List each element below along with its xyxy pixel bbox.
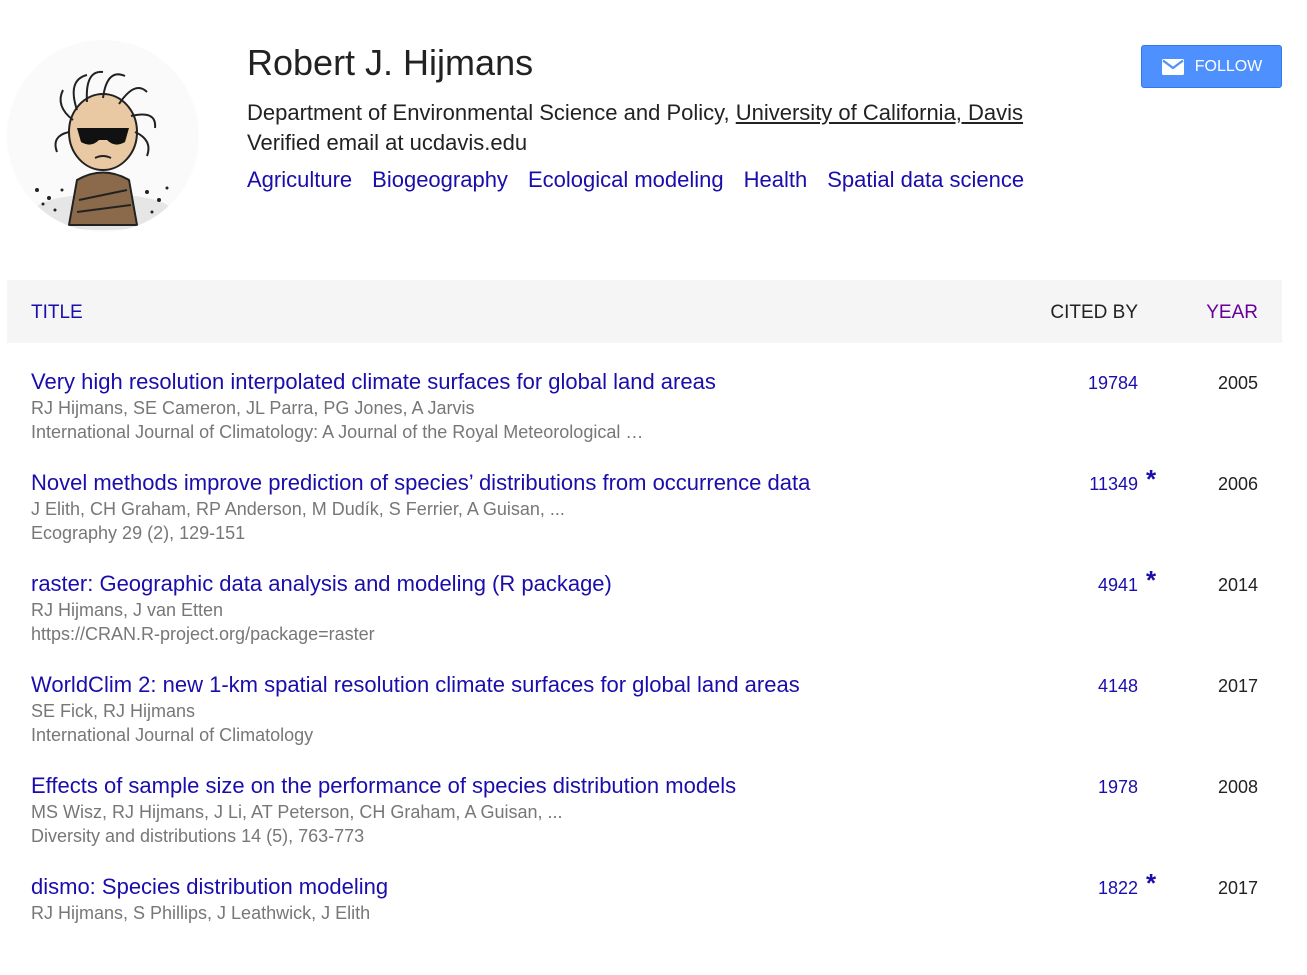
verified-email: Verified email at ucdavis.edu	[247, 130, 528, 155]
merged-citations-star: *	[1146, 464, 1157, 494]
affiliation-department: Department of Environmental Science and …	[247, 100, 736, 125]
cited-by-count-link[interactable]: 1978	[1097, 777, 1138, 797]
envelope-icon	[1161, 58, 1184, 75]
cited-by-count-link[interactable]: 19784	[1087, 373, 1138, 393]
cited-by-count-link[interactable]: 1822	[1097, 878, 1138, 898]
publication-authors: RJ Hijmans, J van Etten	[31, 600, 224, 620]
merged-citations-star: *	[1146, 565, 1157, 595]
publication-title-link[interactable]: WorldClim 2: new 1-km spatial resolution…	[31, 672, 800, 697]
table-row: raster: Geographic data analysis and mod…	[7, 565, 1282, 672]
interest-link[interactable]: Ecological modeling	[527, 167, 724, 192]
publication-title-link[interactable]: raster: Geographic data analysis and mod…	[31, 571, 612, 596]
publication-year: 2006	[1217, 474, 1258, 494]
publication-year: 2008	[1217, 777, 1258, 797]
publication-venue: International Journal of Climatology: A …	[31, 422, 644, 442]
publication-year: 2014	[1217, 575, 1258, 595]
publication-title-link[interactable]: Effects of sample size on the performanc…	[31, 773, 737, 798]
cited-by-header: CITED BY	[1050, 302, 1138, 323]
sort-by-year-header[interactable]: YEAR	[1206, 302, 1258, 323]
publication-authors: RJ Hijmans, SE Cameron, JL Parra, PG Jon…	[31, 398, 475, 418]
table-row: Very high resolution interpolated climat…	[7, 369, 1282, 470]
table-row: WorldClim 2: new 1-km spatial resolution…	[7, 672, 1282, 773]
publication-authors: SE Fick, RJ Hijmans	[31, 701, 196, 721]
cited-by-count-link[interactable]: 4148	[1097, 676, 1138, 696]
publication-year: 2005	[1217, 373, 1258, 393]
publication-venue: Diversity and distributions 14 (5), 763-…	[31, 826, 365, 846]
cited-by-count-link[interactable]: 4941	[1097, 575, 1138, 595]
publication-venue: International Journal of Climatology	[31, 725, 314, 745]
profile-name: Robert J. Hijmans	[247, 42, 534, 83]
publications-table-header: TITLE CITED BY YEAR	[7, 280, 1282, 343]
sort-by-title-header[interactable]: TITLE	[31, 302, 83, 323]
interest-link[interactable]: Health	[743, 167, 808, 192]
table-row: Effects of sample size on the performanc…	[7, 773, 1282, 874]
interest-link[interactable]: Biogeography	[372, 167, 508, 192]
publication-title-link[interactable]: Very high resolution interpolated climat…	[31, 369, 716, 394]
publication-venue: Ecography 29 (2), 129-151	[31, 523, 246, 543]
publication-authors: RJ Hijmans, S Phillips, J Leathwick, J E…	[31, 903, 371, 923]
publication-title-link[interactable]: dismo: Species distribution modeling	[31, 874, 389, 899]
interest-link[interactable]: Spatial data science	[827, 167, 1025, 192]
publication-authors: J Elith, CH Graham, RP Anderson, M Dudík…	[31, 499, 565, 519]
research-interests: Agriculture Biogeography Ecological modeli…	[247, 167, 1044, 193]
merged-citations-star: *	[1146, 868, 1157, 898]
table-row: dismo: Species distribution modeling RJ …	[7, 868, 1282, 975]
follow-label: FOLLOW	[1194, 57, 1263, 75]
cartoon-avatar-image	[7, 40, 199, 232]
interest-link[interactable]: Agriculture	[247, 167, 353, 192]
publication-year: 2017	[1217, 676, 1258, 696]
profile-affiliation: Department of Environmental Science and …	[247, 100, 1023, 126]
table-row: Novel methods improve prediction of spec…	[7, 464, 1282, 571]
affiliation-university-link[interactable]: University of California, Davis	[735, 100, 1024, 125]
follow-button[interactable]: FOLLOW	[1141, 45, 1282, 88]
publication-authors: MS Wisz, RJ Hijmans, J Li, AT Peterson, …	[31, 802, 563, 822]
publication-venue: https://CRAN.R-project.org/package=raste…	[31, 624, 375, 644]
publication-year: 2017	[1217, 878, 1258, 898]
profile-avatar	[7, 40, 199, 232]
cited-by-count-link[interactable]: 11349	[1089, 474, 1138, 494]
publication-title-link[interactable]: Novel methods improve prediction of spec…	[31, 470, 811, 495]
